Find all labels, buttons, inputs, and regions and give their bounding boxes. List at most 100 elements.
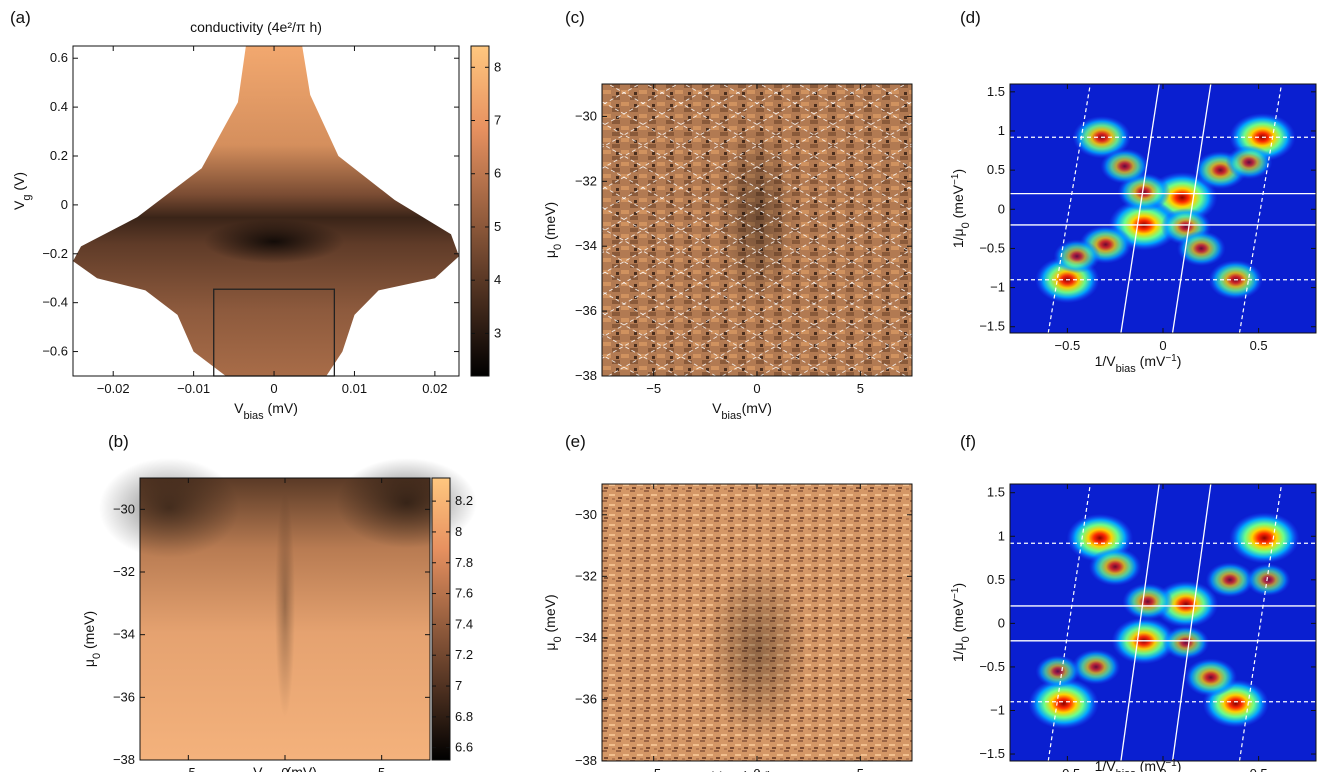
y-tick-label-b: −34 — [113, 627, 135, 642]
fourier-peak-f — [1162, 625, 1210, 660]
y-tick-label-e: −36 — [575, 691, 597, 706]
x-tick-label-b: −5 — [181, 765, 196, 772]
y-tick-label-f: 1.5 — [987, 485, 1005, 500]
x-tick-label-c: 0 — [753, 381, 760, 396]
colorbar-tick-label-b: 7.4 — [455, 616, 473, 631]
solid-slanted-line-d — [1120, 84, 1160, 333]
solid-slanted-line-f — [1120, 484, 1160, 761]
x-tick-label-f: 0 — [1159, 766, 1166, 772]
fourier-peak-f — [1028, 677, 1099, 730]
colorbar-a — [470, 45, 490, 377]
panel-label-a: (a) — [10, 8, 31, 27]
panel-a: −0.02 −0.01 0 0.01 0.02 0.6 0.4 0.2 0 −0.2 −0.4 −0.… — [11, 19, 501, 422]
dashed-slanted-line-d — [1047, 84, 1091, 333]
x-axis-label-e: Vbias(mV) — [712, 768, 772, 772]
y-axis-label-c: μ0 (meV) — [542, 202, 564, 258]
y-tick-label-d: 1.5 — [987, 84, 1005, 99]
y-tick-label-b: −32 — [113, 564, 135, 579]
x-tick-label-e: −5 — [646, 766, 661, 772]
x-axis-label-c: Vbias(mV) — [712, 400, 772, 422]
colorbar-b — [431, 477, 451, 761]
diagonal-grid-line-c — [602, 206, 907, 376]
colorbar-tick-label-b: 7.2 — [455, 647, 473, 662]
dark-center-e — [707, 560, 807, 741]
y-axis-label-f: 1/μ0 (meV−1) — [950, 583, 973, 662]
diagonal-grid-line-c — [602, 270, 793, 376]
diagonal-grid-line-c — [797, 312, 912, 376]
y-tick-label-e: −30 — [575, 507, 597, 522]
x-axis-label-b: Vbias (mV) — [253, 764, 317, 772]
y-tick-label-f: 1 — [998, 528, 1005, 543]
y-tick-label-c: −38 — [575, 368, 597, 383]
fourier-peak-f — [1088, 547, 1142, 586]
y-tick-label-b: −38 — [113, 752, 135, 767]
diagonal-grid-line-c — [759, 291, 912, 376]
colorbar-tick-label-b: 6.8 — [455, 709, 473, 724]
colorbar-tick-label-a: 7 — [494, 113, 501, 128]
y-tick-label-a: 0 — [61, 197, 68, 212]
diagonal-grid-line-c — [721, 270, 912, 376]
dashed-slanted-line-f — [1047, 484, 1091, 761]
x-tick-label-f: 0.5 — [1250, 766, 1268, 772]
dark-region-a — [204, 219, 345, 264]
x-tick-label-a: 0.01 — [342, 381, 367, 396]
fourier-peak-d — [1053, 239, 1101, 274]
fourier-peak-d — [1100, 148, 1150, 184]
y-tick-label-d: 1 — [998, 123, 1005, 138]
y-tick-label-c: −30 — [575, 108, 597, 123]
fourier-peak-d — [1225, 145, 1273, 180]
colorbar-tick-label-b: 7.6 — [455, 586, 473, 601]
fourier-peak-f — [1153, 580, 1219, 628]
colorbar-tick-label-a: 8 — [494, 59, 501, 74]
x-tick-label-e: 0 — [753, 766, 760, 772]
x-tick-label-a: 0 — [270, 381, 277, 396]
x-axis-label-d: 1/Vbias (mV−1) — [1095, 353, 1182, 376]
x-tick-label-d: 0 — [1159, 338, 1166, 353]
diagonal-grid-line-c — [602, 312, 717, 376]
y-tick-label-f: −1 — [990, 702, 1005, 717]
x-tick-label-a: −0.02 — [97, 381, 130, 396]
diagonal-grid-line-c — [602, 185, 912, 359]
panel-d: −0.5 0 0.5 1.5 1 0.5 0 −0.5 −1 −1.5 1/Vbias (mV−1)… — [950, 83, 1317, 376]
y-axis-label-d: 1/μ0 (meV−1) — [950, 169, 973, 248]
x-axis-label-a: Vbias (mV) — [234, 400, 298, 422]
axes-frame-a — [72, 45, 460, 377]
y-tick-label-a: −0.4 — [42, 295, 68, 310]
y-tick-label-e: −32 — [575, 568, 597, 583]
fourier-peak-d — [1176, 230, 1226, 267]
colorbar-tick-label-b: 6.6 — [455, 740, 473, 755]
colorbar-tick-label-b: 8.2 — [455, 493, 473, 508]
panel-label-c: (c) — [565, 8, 585, 27]
dark-corner-left-b — [99, 458, 239, 558]
colorbar-tick-label-b: 7 — [455, 678, 462, 693]
x-tick-label-e: 5 — [857, 766, 864, 772]
x-tick-label-a: −0.01 — [177, 381, 210, 396]
diagonal-grid-line-c — [683, 248, 912, 376]
x-tick-label-c: −5 — [646, 381, 661, 396]
dark-center-c — [717, 125, 797, 306]
x-axis-label-f: 1/Vbias (mV−1) — [1095, 758, 1182, 772]
diagonal-grid-line-c — [645, 227, 912, 376]
solid-slanted-line-f — [1171, 484, 1212, 761]
y-axis-label-a: Vg (V) — [11, 172, 33, 210]
colorbar-tick-label-b: 7.8 — [455, 555, 473, 570]
fourier-peak-f — [1035, 655, 1081, 688]
y-tick-label-c: −32 — [575, 173, 597, 188]
y-tick-label-e: −34 — [575, 630, 597, 645]
panel-f: −0.5 0 0.5 1.5 1 0.5 0 −0.5 −1 −1.5 1/Vbias (mV−1)… — [950, 483, 1317, 772]
y-tick-label-c: −36 — [575, 303, 597, 318]
y-tick-label-d: −1.5 — [979, 319, 1005, 334]
y-axis-label-e: μ0 (meV) — [542, 594, 564, 650]
fourier-peak-f — [1229, 512, 1300, 564]
y-tick-label-d: −0.5 — [979, 240, 1005, 255]
conductivity-map-a — [73, 46, 459, 376]
y-tick-label-f: −0.5 — [979, 659, 1005, 674]
diagonal-grid-line-c — [602, 185, 912, 359]
y-tick-label-a: 0.6 — [50, 50, 68, 65]
dashed-slanted-line-d — [1238, 84, 1283, 333]
fourier-peak-f — [1122, 583, 1173, 620]
solid-slanted-line-d — [1171, 84, 1212, 333]
diagonal-grid-line-c — [602, 164, 912, 338]
dashed-slanted-line-f — [1238, 484, 1283, 761]
